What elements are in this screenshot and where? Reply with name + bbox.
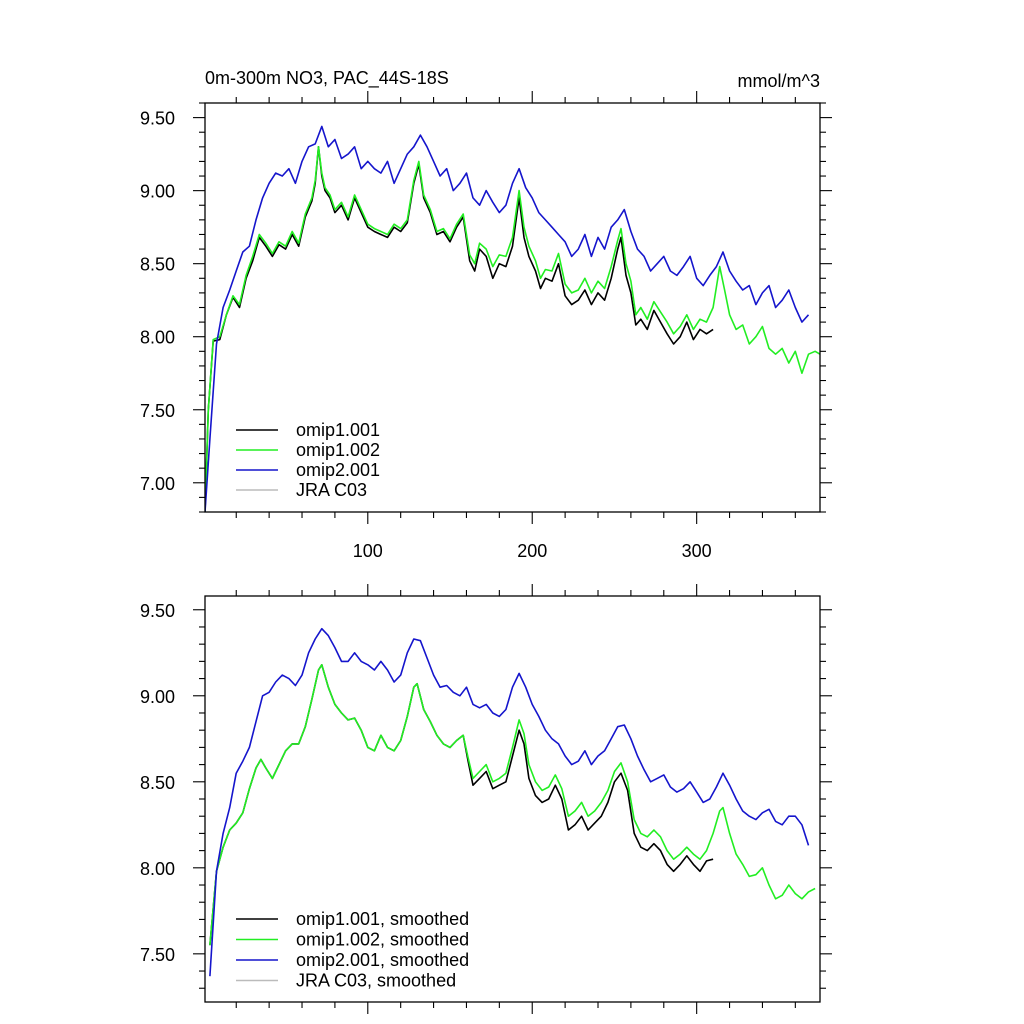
series-group [205,125,820,512]
legend-label: omip1.002 [296,440,380,460]
y-tick-label: 7.00 [140,474,175,494]
top-plot-area: 100 200 300 7.00 7.50 8.00 8.50 9.00 9.50 omip1.0… [140,91,832,561]
series-line-1 [205,146,820,512]
y-tick-label: 9.00 [140,687,175,707]
x-tick-label: 200 [517,541,547,561]
y-tick-label: 9.50 [140,109,175,129]
y-tick-label: 7.50 [140,401,175,421]
y-tick-label: 8.00 [140,859,175,879]
legend-label: omip1.001 [296,420,380,440]
y-tick-label: 8.50 [140,255,175,275]
legend-label: JRA C03, smoothed [296,971,456,991]
top-panel: 0m-300m NO3, PAC_44S-18S mmol/m^3 100 200… [140,68,832,561]
series-line-0 [205,146,714,512]
x-tick-label: 100 [353,541,383,561]
series-line-2 [209,627,810,977]
chart-title: 0m-300m NO3, PAC_44S-18S [205,68,449,89]
legend-label: omip1.001, smoothed [296,909,469,929]
series-line-0 [209,664,714,946]
legend-label: omip1.002, smoothed [296,930,469,950]
legend-label: omip2.001, smoothed [296,950,469,970]
y-tick-label: 8.00 [140,328,175,348]
legend-label: JRA C03 [296,480,367,500]
y-tick-label: 8.50 [140,773,175,793]
series-group [209,627,816,977]
x-tick-label: 300 [682,541,712,561]
y-tick-label: 9.00 [140,182,175,202]
y-tick-label: 9.50 [140,601,175,621]
series-line-1 [209,664,816,946]
series-line-2 [205,125,810,512]
units-label: mmol/m^3 [738,71,820,91]
legend-label: omip2.001 [296,460,380,480]
y-tick-label: 7.50 [140,945,175,965]
